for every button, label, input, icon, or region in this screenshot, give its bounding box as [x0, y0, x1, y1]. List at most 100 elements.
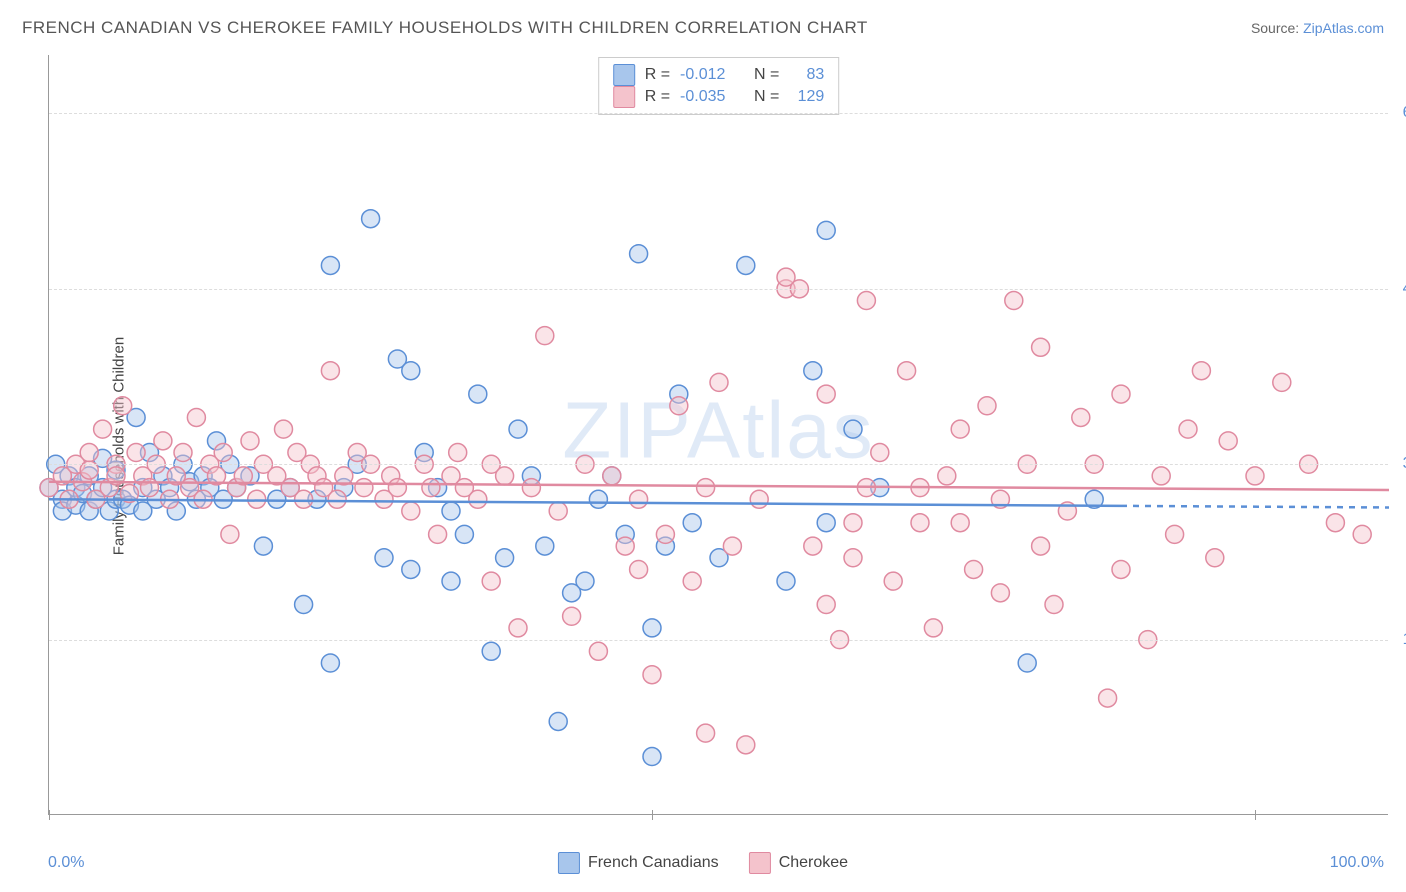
y-tick-label: 15.0%	[1393, 631, 1406, 649]
correlation-legend: R = -0.012 N = 83 R = -0.035 N = 129	[598, 57, 840, 115]
data-point	[589, 490, 607, 508]
data-point	[804, 362, 822, 380]
data-point	[295, 490, 313, 508]
grid-line	[49, 640, 1388, 641]
data-point	[991, 584, 1009, 602]
data-point	[1005, 292, 1023, 310]
source-label: Source:	[1251, 20, 1303, 36]
data-point	[1273, 373, 1291, 391]
data-point	[1179, 420, 1197, 438]
y-tick-label: 30.0%	[1393, 455, 1406, 473]
data-point	[1152, 467, 1170, 485]
data-point	[630, 560, 648, 578]
data-point	[630, 245, 648, 263]
y-tick-label: 45.0%	[1393, 280, 1406, 298]
legend-n-value: 129	[789, 88, 824, 106]
legend-r-label: R =	[645, 66, 670, 84]
data-point	[951, 514, 969, 532]
data-point	[80, 444, 98, 462]
data-point	[670, 397, 688, 415]
series-legend-item: Cherokee	[749, 852, 848, 874]
x-tick	[49, 810, 50, 820]
data-point	[683, 514, 701, 532]
series-legend: French Canadians Cherokee	[558, 852, 848, 874]
data-point	[576, 572, 594, 590]
data-point	[1192, 362, 1210, 380]
data-point	[321, 362, 339, 380]
data-point	[429, 525, 447, 543]
legend-n-value: 83	[789, 66, 824, 84]
series-legend-item: French Canadians	[558, 852, 719, 874]
data-point	[114, 397, 132, 415]
legend-swatch	[558, 852, 580, 874]
data-point	[857, 292, 875, 310]
x-tick	[652, 810, 653, 820]
data-point	[777, 268, 795, 286]
legend-r-value: -0.012	[680, 66, 735, 84]
data-point	[1072, 408, 1090, 426]
data-point	[643, 748, 661, 766]
data-point	[817, 221, 835, 239]
data-point	[1353, 525, 1371, 543]
data-point	[455, 525, 473, 543]
legend-r-label: R =	[645, 88, 670, 106]
data-point	[965, 560, 983, 578]
trend-line-dashed	[1121, 506, 1389, 508]
data-point	[643, 666, 661, 684]
data-point	[844, 549, 862, 567]
data-point	[154, 432, 172, 450]
legend-r-value: -0.035	[680, 88, 735, 106]
data-point	[750, 490, 768, 508]
correlation-legend-row: R = -0.035 N = 129	[613, 86, 825, 108]
data-point	[187, 408, 205, 426]
data-point	[496, 549, 514, 567]
scatter-svg	[49, 55, 1388, 814]
legend-swatch	[613, 64, 635, 86]
data-point	[496, 467, 514, 485]
data-point	[241, 432, 259, 450]
data-point	[656, 525, 674, 543]
data-point	[697, 479, 715, 497]
trend-line	[49, 482, 1389, 490]
data-point	[1045, 596, 1063, 614]
data-point	[422, 479, 440, 497]
data-point	[402, 362, 420, 380]
data-point	[362, 210, 380, 228]
data-point	[402, 560, 420, 578]
data-point	[214, 444, 232, 462]
data-point	[1206, 549, 1224, 567]
data-point	[469, 490, 487, 508]
data-point	[1112, 560, 1130, 578]
data-point	[603, 467, 621, 485]
chart-title: FRENCH CANADIAN VS CHEROKEE FAMILY HOUSE…	[22, 18, 868, 38]
data-point	[616, 537, 634, 555]
data-point	[94, 420, 112, 438]
data-point	[697, 724, 715, 742]
data-point	[1032, 537, 1050, 555]
data-point	[442, 572, 460, 590]
data-point	[549, 502, 567, 520]
data-point	[911, 514, 929, 532]
data-point	[482, 642, 500, 660]
grid-line	[49, 113, 1388, 114]
data-point	[482, 572, 500, 590]
series-legend-label: Cherokee	[779, 854, 848, 872]
data-point	[777, 572, 795, 590]
source-link[interactable]: ZipAtlas.com	[1303, 20, 1384, 36]
data-point	[335, 467, 353, 485]
data-point	[643, 619, 661, 637]
data-point	[536, 327, 554, 345]
data-point	[469, 385, 487, 403]
x-axis-max-label: 100.0%	[1330, 854, 1384, 872]
data-point	[1326, 514, 1344, 532]
data-point	[442, 502, 460, 520]
data-point	[817, 514, 835, 532]
x-axis-min-label: 0.0%	[48, 854, 84, 872]
data-point	[978, 397, 996, 415]
data-point	[1166, 525, 1184, 543]
data-point	[355, 479, 373, 497]
legend-n-label: N =	[745, 88, 779, 106]
data-point	[817, 596, 835, 614]
data-point	[522, 479, 540, 497]
data-point	[1246, 467, 1264, 485]
